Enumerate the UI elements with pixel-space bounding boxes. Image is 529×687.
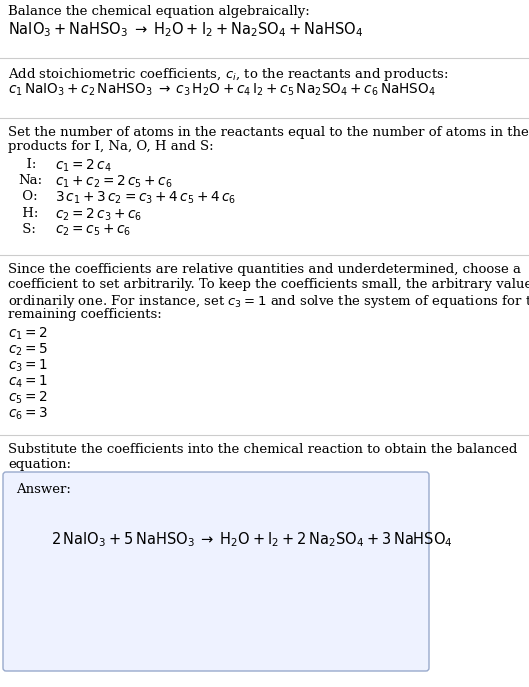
Text: Set the number of atoms in the reactants equal to the number of atoms in the: Set the number of atoms in the reactants… (8, 126, 529, 139)
Text: $\mathrm{NaIO_3 + NaHSO_3 \;\rightarrow\; H_2O + I_2 + Na_2SO_4 + NaHSO_4}$: $\mathrm{NaIO_3 + NaHSO_3 \;\rightarrow\… (8, 20, 363, 38)
Text: products for I, Na, O, H and S:: products for I, Na, O, H and S: (8, 140, 214, 153)
Text: Substitute the coefficients into the chemical reaction to obtain the balanced: Substitute the coefficients into the che… (8, 443, 517, 456)
Text: $c_6 = 3$: $c_6 = 3$ (8, 406, 48, 423)
Text: Since the coefficients are relative quantities and underdetermined, choose a: Since the coefficients are relative quan… (8, 263, 521, 276)
Text: $c_1\,\mathrm{NaIO_3} + c_2\,\mathrm{NaHSO_3} \;\rightarrow\; c_3\,\mathrm{H_2O}: $c_1\,\mathrm{NaIO_3} + c_2\,\mathrm{NaH… (8, 82, 436, 98)
Text: $c_3 = 1$: $c_3 = 1$ (8, 358, 48, 374)
Text: O:: O: (18, 190, 38, 203)
Text: $c_2 = 2\,c_3 + c_6$: $c_2 = 2\,c_3 + c_6$ (55, 207, 142, 223)
Text: $c_1 = 2\,c_4$: $c_1 = 2\,c_4$ (55, 158, 112, 174)
Text: S:: S: (18, 223, 36, 236)
Text: I:: I: (18, 158, 37, 171)
Text: equation:: equation: (8, 458, 71, 471)
Text: $c_5 = 2$: $c_5 = 2$ (8, 390, 48, 407)
Text: $2\,\mathrm{NaIO_3} + 5\,\mathrm{NaHSO_3} \;\rightarrow\; \mathrm{H_2O} + \mathr: $2\,\mathrm{NaIO_3} + 5\,\mathrm{NaHSO_3… (51, 530, 453, 549)
Text: Answer:: Answer: (16, 483, 71, 496)
Text: H:: H: (18, 207, 39, 220)
Text: $c_2 = 5$: $c_2 = 5$ (8, 342, 48, 359)
Text: ordinarily one. For instance, set $c_3 = 1$ and solve the system of equations fo: ordinarily one. For instance, set $c_3 =… (8, 293, 529, 310)
Text: $3\,c_1 + 3\,c_2 = c_3 + 4\,c_5 + 4\,c_6$: $3\,c_1 + 3\,c_2 = c_3 + 4\,c_5 + 4\,c_6… (55, 190, 236, 206)
Text: remaining coefficients:: remaining coefficients: (8, 308, 162, 321)
Text: $c_1 + c_2 = 2\,c_5 + c_6$: $c_1 + c_2 = 2\,c_5 + c_6$ (55, 174, 173, 190)
Text: Balance the chemical equation algebraically:: Balance the chemical equation algebraica… (8, 5, 310, 18)
Text: Na:: Na: (18, 174, 42, 187)
Text: coefficient to set arbitrarily. To keep the coefficients small, the arbitrary va: coefficient to set arbitrarily. To keep … (8, 278, 529, 291)
Text: $c_4 = 1$: $c_4 = 1$ (8, 374, 48, 390)
Text: Add stoichiometric coefficients, $c_i$, to the reactants and products:: Add stoichiometric coefficients, $c_i$, … (8, 66, 449, 83)
Text: $c_1 = 2$: $c_1 = 2$ (8, 326, 48, 342)
Text: $c_2 = c_5 + c_6$: $c_2 = c_5 + c_6$ (55, 223, 131, 238)
FancyBboxPatch shape (3, 472, 429, 671)
